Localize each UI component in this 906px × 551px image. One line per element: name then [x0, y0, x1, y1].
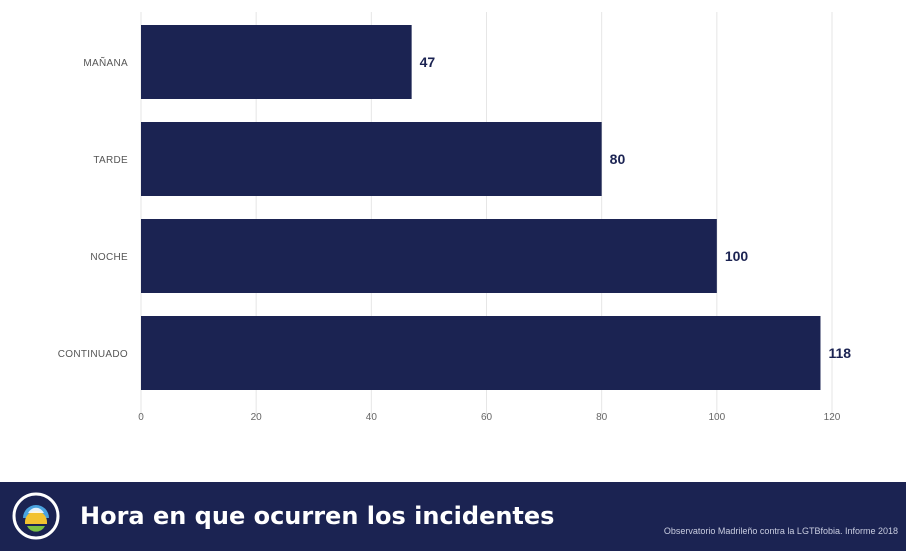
bar	[141, 316, 821, 390]
x-tick-label: 0	[138, 412, 144, 423]
x-tick-label: 80	[596, 412, 608, 423]
data-label: 100	[725, 248, 749, 264]
category-label: CONTINUADO	[58, 349, 128, 360]
category-label: TARDE	[93, 155, 128, 166]
x-tick-label: 60	[481, 412, 493, 423]
bar	[141, 25, 412, 99]
chart-bars	[141, 25, 821, 390]
category-label: NOCHE	[90, 252, 128, 263]
observatory-logo-icon	[12, 492, 60, 540]
data-label: 80	[610, 151, 626, 167]
x-tick-label: 20	[251, 412, 263, 423]
data-label: 118	[828, 345, 851, 361]
category-label: MAÑANA	[83, 56, 128, 69]
bar	[141, 122, 602, 196]
bar	[141, 219, 717, 293]
chart-title: Hora en que ocurren los incidentes	[80, 502, 555, 530]
value-labels: 47 80 100 118	[420, 54, 852, 361]
category-labels: MAÑANA TARDE NOCHE CONTINUADO	[58, 56, 128, 360]
footer-banner: Hora en que ocurren los incidentes Obser…	[0, 482, 906, 551]
source-note: Observatorio Madrileño contra la LGTBfob…	[663, 526, 898, 536]
x-axis-ticks: 0 20 40 60 80 100 120	[138, 412, 841, 423]
data-label: 47	[420, 54, 436, 70]
bar-chart: MAÑANA TARDE NOCHE CONTINUADO 47 80 100 118 0 2…	[58, 12, 852, 423]
x-tick-label: 100	[708, 412, 725, 423]
x-tick-label: 120	[824, 412, 841, 423]
x-tick-label: 40	[366, 412, 378, 423]
